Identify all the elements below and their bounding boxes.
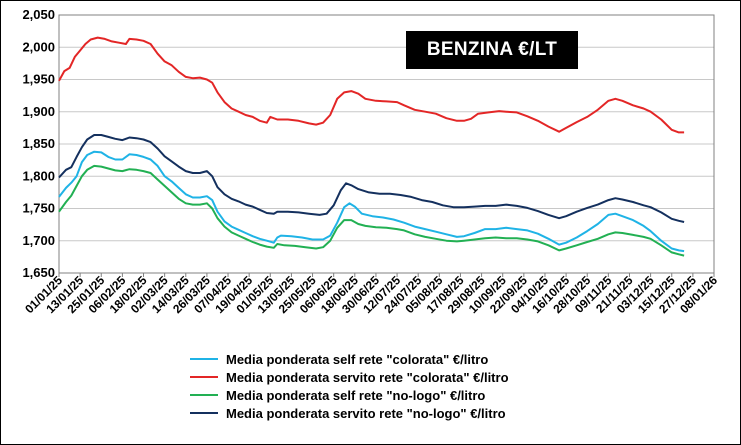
legend-swatch: [190, 412, 218, 414]
y-tick-label: 1,850: [22, 136, 55, 151]
series-lines: [58, 36, 685, 257]
y-tick-label: 2,000: [22, 39, 55, 54]
legend-swatch: [190, 394, 218, 396]
plot-area: [58, 14, 715, 274]
y-tick-label: 1,650: [22, 265, 55, 280]
y-tick-label: 2,050: [22, 7, 55, 22]
y-tick-label: 1,700: [22, 233, 55, 248]
series-line-0: [58, 150, 685, 253]
y-tick-label: 1,950: [22, 72, 55, 87]
legend-item-servito-colorata: Media ponderata servito rete "colorata" …: [190, 368, 610, 386]
chart-title: BENZINA €/LT: [406, 31, 578, 69]
y-axis-ticks: 1,650 1,700 1,750 1,800 1,850 1,900 1,950 2,000…: [22, 7, 55, 280]
legend: Media ponderata self rete "colorata" €/l…: [190, 350, 610, 422]
y-tick-label: 1,800: [22, 168, 55, 183]
legend-swatch: [190, 358, 218, 360]
series-line-2: [58, 164, 685, 257]
legend-label: Media ponderata self rete "no-logo" €/li…: [226, 387, 486, 403]
legend-item-servito-no-logo: Media ponderata servito rete "no-logo" €…: [190, 404, 610, 422]
legend-label: Media ponderata servito rete "no-logo" €…: [226, 405, 506, 421]
y-tick-label: 1,750: [22, 201, 55, 216]
legend-label: Media ponderata servito rete "colorata" …: [226, 369, 509, 385]
legend-item-self-no-logo: Media ponderata self rete "no-logo" €/li…: [190, 386, 610, 404]
x-axis-ticks: 01/01/2513/01/2525/01/2506/02/2518/02/25…: [22, 273, 720, 316]
series-line-3: [58, 134, 685, 223]
y-tick-label: 1,900: [22, 104, 55, 119]
series-line-1: [58, 36, 685, 134]
legend-item-self-colorata: Media ponderata self rete "colorata" €/l…: [190, 350, 610, 368]
legend-swatch: [190, 376, 218, 378]
legend-label: Media ponderata self rete "colorata" €/l…: [226, 351, 489, 367]
